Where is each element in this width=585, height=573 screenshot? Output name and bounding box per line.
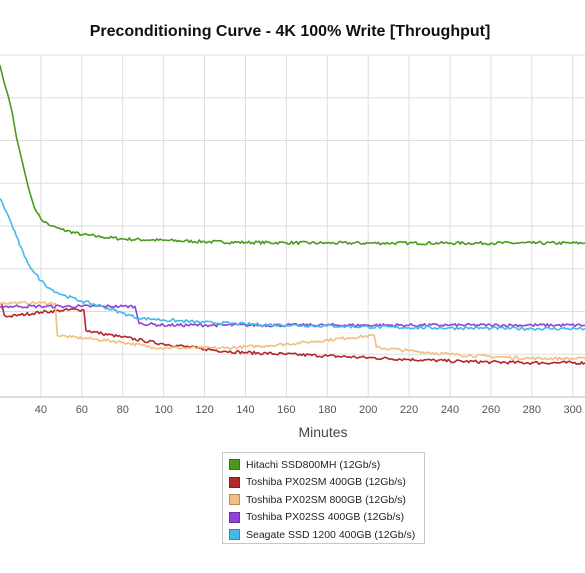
series-line-3 [0,300,585,361]
x-tick-label: 200 [359,404,377,416]
legend-item-1: Hitachi SSD800MH (12Gb/s) [229,456,418,474]
series-line-1 [0,65,585,246]
x-tick-label: 180 [318,404,336,416]
legend-item-4: Toshiba PX02SS 400GB (12Gb/s) [229,509,418,527]
series-line-5 [0,198,585,331]
legend-swatch [229,459,240,471]
legend-swatch [229,494,240,506]
x-tick-label: 220 [400,404,418,416]
series-line-2 [0,302,585,366]
x-tick-label: 140 [236,404,254,416]
legend-label: Hitachi SSD800MH (12Gb/s) [246,458,381,471]
x-tick-label: 120 [195,404,213,416]
legend-item-3: Toshiba PX02SM 800GB (12Gb/s) [229,491,418,509]
x-tick-label: 280 [523,404,541,416]
grid [0,54,585,398]
legend-label: Toshiba PX02SS 400GB (12Gb/s) [246,511,405,524]
x-tick-label: 160 [277,404,295,416]
x-tick-labels: 40 60 80 100 120 140 160 180 200 220 240 260 280 300 [35,404,582,416]
legend: Hitachi SSD800MH (12Gb/s) Toshiba PX02SM … [222,452,425,544]
legend-item-5: Seagate SSD 1200 400GB (12Gb/s) [229,526,418,544]
x-tick-label: 40 [35,404,47,416]
legend-label: Toshiba PX02SM 800GB (12Gb/s) [246,493,406,506]
x-tick-label: 240 [441,404,459,416]
x-tick-label: 100 [154,404,172,416]
chart-title: Preconditioning Curve - 4K 100% Write [T… [90,23,491,40]
x-axis-label: Minutes [298,424,347,440]
legend-item-2: Toshiba PX02SM 400GB (12Gb/s) [229,474,418,492]
legend-swatch [229,476,240,488]
legend-swatch [229,511,240,523]
x-tick-label: 60 [76,404,88,416]
x-tick-label: 260 [482,404,500,416]
x-tick-label: 300 [564,404,582,416]
series-lines [0,65,585,366]
legend-swatch [229,529,240,541]
legend-label: Seagate SSD 1200 400GB (12Gb/s) [246,528,416,541]
series-line-4 [0,304,585,328]
x-tick-label: 80 [117,404,129,416]
legend-label: Toshiba PX02SM 400GB (12Gb/s) [246,476,406,489]
